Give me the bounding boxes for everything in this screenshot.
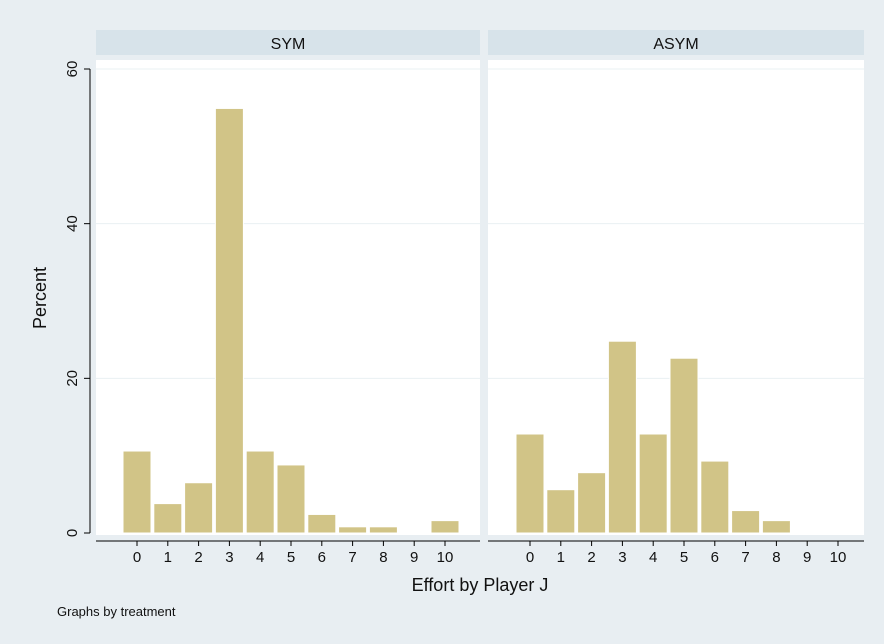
bars: [122, 107, 791, 534]
x-tick-label: 2: [587, 549, 595, 566]
panel-asym-header: [488, 30, 864, 55]
bar-asym-4: [638, 433, 668, 534]
bar-asym-2: [577, 472, 607, 534]
x-tick-label: 2: [194, 549, 202, 566]
y-tick-label: 60: [64, 61, 81, 78]
x-tick-label: 7: [741, 549, 749, 566]
panel-sym-plot-area: [96, 60, 480, 535]
x-tick-label: 0: [133, 549, 141, 566]
bar-sym-4: [245, 450, 275, 534]
x-axes: 0 1 2 3 4 5 6 7 8 9 10 0 1 2 3 4 5 6 7 8 9 10: [96, 540, 864, 566]
x-tick-label: 5: [680, 549, 688, 566]
x-tick-label: 4: [649, 549, 657, 566]
x-tick-label: 8: [772, 549, 780, 566]
y-tick-label: 40: [64, 215, 81, 232]
x-tick-label: 7: [348, 549, 356, 566]
x-tick-label: 4: [256, 549, 264, 566]
bar-asym-8: [761, 520, 791, 534]
bar-sym-5: [276, 464, 306, 534]
panel-sym-header: [96, 30, 480, 55]
x-tick-label: 9: [410, 549, 418, 566]
panel-asym-title: ASYM: [653, 36, 698, 53]
x-tick-label: 10: [437, 549, 454, 566]
x-tick-label: 9: [803, 549, 811, 566]
bar-sym-10: [430, 520, 460, 534]
bar-asym-3: [607, 340, 637, 534]
x-tick-label: 3: [618, 549, 626, 566]
x-tick-label: 0: [526, 549, 534, 566]
x-tick-label: 3: [225, 549, 233, 566]
bar-sym-2: [184, 482, 214, 534]
y-tick-label: 20: [64, 370, 81, 387]
y-tick-label: 0: [64, 529, 81, 537]
bar-sym-1: [153, 503, 183, 534]
bar-sym-7: [338, 526, 368, 534]
y-axis: 0 20 40 60: [64, 61, 91, 537]
x-tick-label: 8: [379, 549, 387, 566]
bar-sym-3: [214, 107, 244, 534]
bar-asym-6: [700, 460, 730, 534]
x-tick-label: 6: [318, 549, 326, 566]
bar-asym-7: [731, 510, 761, 534]
bar-asym-5: [669, 357, 699, 534]
panel-sym-title: SYM: [271, 36, 306, 53]
footnote: Graphs by treatment: [57, 604, 176, 619]
bar-asym-0: [515, 433, 545, 534]
bar-sym-6: [307, 513, 337, 534]
x-tick-label: 1: [164, 549, 172, 566]
y-axis-title: Percent: [30, 267, 50, 329]
bar-asym-1: [546, 489, 576, 534]
x-tick-label: 1: [557, 549, 565, 566]
bar-sym-0: [122, 450, 152, 534]
bar-sym-8: [368, 526, 398, 534]
x-tick-label: 6: [711, 549, 719, 566]
x-tick-label: 5: [287, 549, 295, 566]
x-tick-label: 10: [830, 549, 847, 566]
x-axis-title: Effort by Player J: [412, 575, 549, 595]
